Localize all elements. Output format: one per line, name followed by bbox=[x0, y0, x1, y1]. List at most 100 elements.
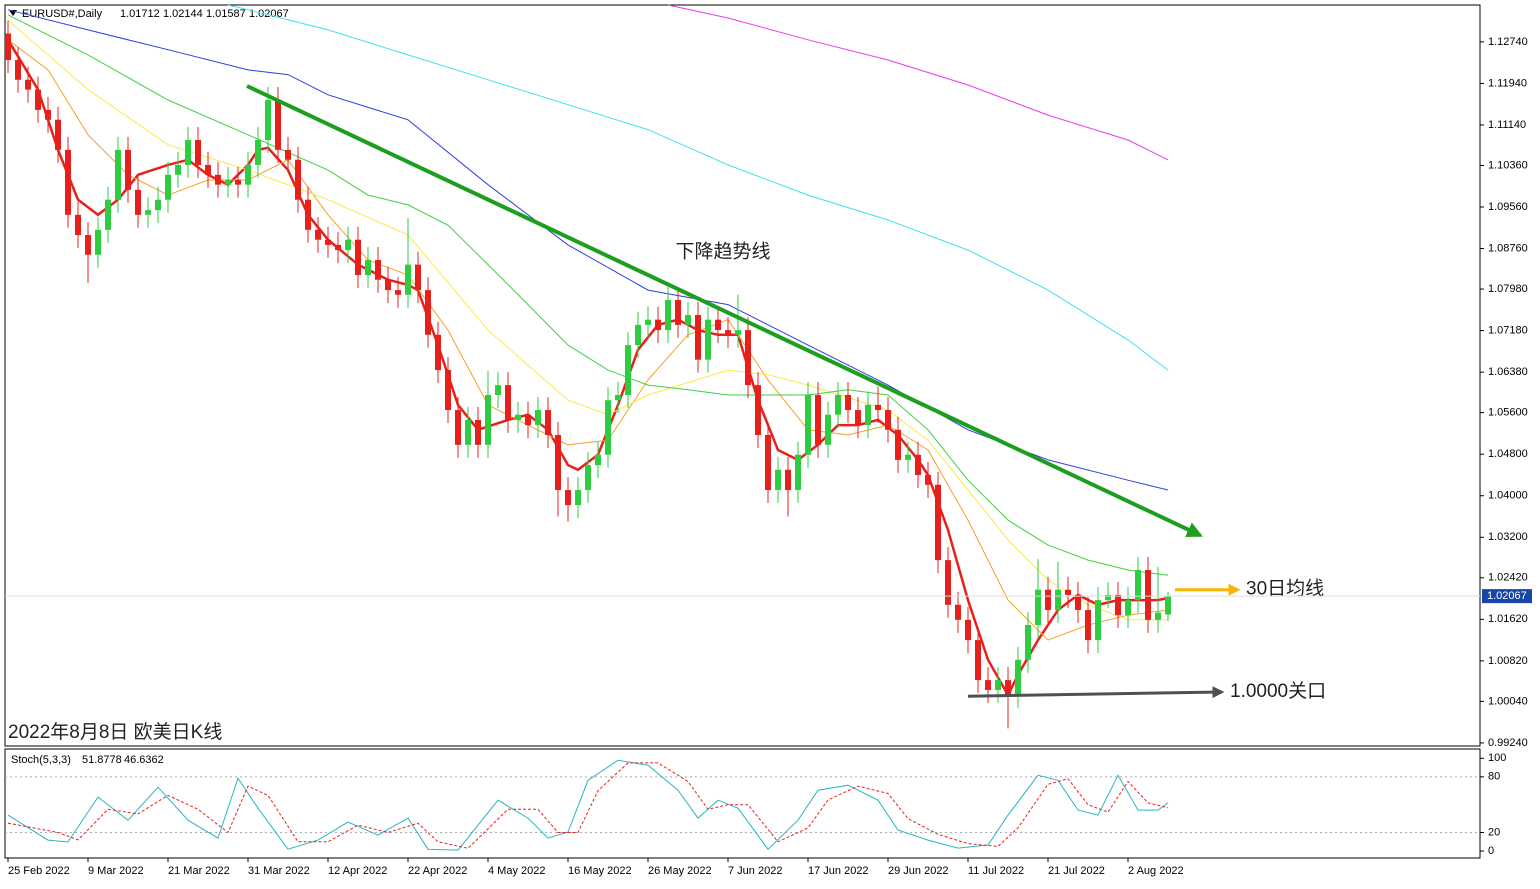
candle-body bbox=[765, 434, 771, 491]
x-tick-label: 4 May 2022 bbox=[488, 865, 545, 877]
candle-body bbox=[425, 290, 431, 335]
candle-body bbox=[125, 149, 131, 190]
x-tick-label: 7 Jun 2022 bbox=[728, 865, 782, 877]
candle-body bbox=[105, 199, 111, 230]
stoch-panel bbox=[4, 748, 1481, 859]
candle-body bbox=[535, 410, 541, 426]
candle-body bbox=[1035, 589, 1041, 626]
stoch-name: Stoch(5,3,3) bbox=[11, 754, 71, 766]
x-tick-label: 21 Mar 2022 bbox=[168, 865, 230, 877]
candle-body bbox=[445, 370, 451, 411]
candle-body bbox=[1105, 594, 1111, 601]
candle-body bbox=[915, 454, 921, 475]
candle-body bbox=[245, 164, 251, 185]
candle-body bbox=[315, 229, 321, 240]
candle-body bbox=[335, 244, 341, 251]
candle-body bbox=[605, 400, 611, 455]
candle-body bbox=[735, 330, 741, 335]
stoch-line bbox=[7, 762, 1169, 849]
candle-body bbox=[175, 164, 181, 175]
y-tick-label: 1.05600 bbox=[1488, 407, 1528, 419]
candle-body bbox=[95, 229, 101, 255]
candle-body bbox=[635, 324, 641, 346]
ohlc-close: 1.02067 bbox=[249, 8, 289, 20]
x-tick-label: 22 Apr 2022 bbox=[408, 865, 467, 877]
candle-body bbox=[1165, 596, 1171, 615]
candle-body bbox=[235, 180, 241, 185]
y-tick-label: 1.12740 bbox=[1488, 36, 1528, 48]
candle-body bbox=[455, 410, 461, 445]
stoch-main-value: 51.8778 bbox=[82, 754, 122, 766]
candle-body bbox=[135, 189, 141, 215]
annotation-label: 1.0000关口 bbox=[1230, 680, 1326, 702]
candle-body bbox=[85, 235, 91, 255]
candle-body bbox=[155, 199, 161, 211]
main-panel bbox=[4, 4, 1481, 747]
candle-body bbox=[845, 394, 851, 411]
candle-body bbox=[1075, 594, 1081, 610]
y-tick-label: 80 bbox=[1488, 771, 1500, 783]
candle-body bbox=[495, 385, 501, 395]
y-tick-label: 1.08760 bbox=[1488, 242, 1528, 254]
y-tick-label: 1.09560 bbox=[1488, 201, 1528, 213]
candle-body bbox=[795, 454, 801, 491]
candle-body bbox=[485, 394, 491, 445]
x-tick-label: 26 May 2022 bbox=[648, 865, 712, 877]
candle-body bbox=[995, 680, 1001, 690]
candle-body bbox=[575, 490, 581, 506]
x-tick-label: 21 Jul 2022 bbox=[1048, 865, 1105, 877]
candle-body bbox=[55, 119, 61, 150]
candle-body bbox=[715, 319, 721, 331]
candle-body bbox=[185, 140, 191, 165]
moving-average bbox=[7, 9, 1169, 491]
candle-body bbox=[65, 149, 71, 215]
y-tick-label: 1.04800 bbox=[1488, 448, 1528, 460]
candle-body bbox=[905, 454, 911, 460]
annotation-arrow bbox=[246, 84, 1203, 538]
candle-body bbox=[205, 164, 211, 175]
y-tick-label: 0 bbox=[1488, 845, 1494, 857]
y-tick-label: 1.07980 bbox=[1488, 283, 1528, 295]
ohlc-high: 1.02144 bbox=[163, 8, 203, 20]
candle-body bbox=[835, 394, 841, 415]
candle-body bbox=[875, 404, 881, 411]
candle-body bbox=[75, 214, 81, 236]
candle-body bbox=[1095, 600, 1101, 641]
candle-body bbox=[855, 410, 861, 426]
stoch-line bbox=[7, 759, 1169, 851]
candle-body bbox=[305, 199, 311, 230]
candle-body bbox=[645, 319, 651, 325]
y-tick-label: 100 bbox=[1488, 752, 1506, 764]
candle-body bbox=[145, 210, 151, 215]
candle-body bbox=[945, 560, 951, 605]
candle-body bbox=[475, 419, 481, 445]
candle-body bbox=[775, 469, 781, 491]
x-tick-label: 11 Jul 2022 bbox=[968, 865, 1024, 877]
stoch-signal-value: 46.6362 bbox=[124, 754, 164, 766]
caption: 2022年8月8日 欧美日K线 bbox=[8, 721, 222, 743]
candle-body bbox=[1025, 625, 1031, 660]
x-tick-label: 29 Jun 2022 bbox=[888, 865, 949, 877]
y-tick-label: 0.99240 bbox=[1488, 737, 1528, 749]
candle-body bbox=[1015, 659, 1021, 696]
y-tick-label: 1.00040 bbox=[1488, 695, 1528, 707]
y-tick-label: 1.00820 bbox=[1488, 655, 1528, 667]
candle-body bbox=[705, 319, 711, 360]
candle-body bbox=[1145, 569, 1151, 620]
moving-average bbox=[7, 39, 1169, 641]
y-tick-label: 1.11140 bbox=[1488, 119, 1526, 131]
candle-body bbox=[525, 414, 531, 426]
ohlc-open: 1.01712 bbox=[120, 8, 160, 20]
candle-body bbox=[975, 640, 981, 681]
candle-body bbox=[695, 315, 701, 360]
candle-body bbox=[815, 394, 821, 445]
candle-body bbox=[865, 404, 871, 426]
candle-body bbox=[505, 385, 511, 420]
candle-body bbox=[165, 174, 171, 200]
candle-body bbox=[265, 100, 271, 141]
symbol: EURUSD#,Daily bbox=[22, 8, 103, 20]
x-tick-label: 9 Mar 2022 bbox=[88, 865, 144, 877]
candle-body bbox=[885, 410, 891, 430]
y-tick-label: 1.03200 bbox=[1488, 531, 1528, 543]
